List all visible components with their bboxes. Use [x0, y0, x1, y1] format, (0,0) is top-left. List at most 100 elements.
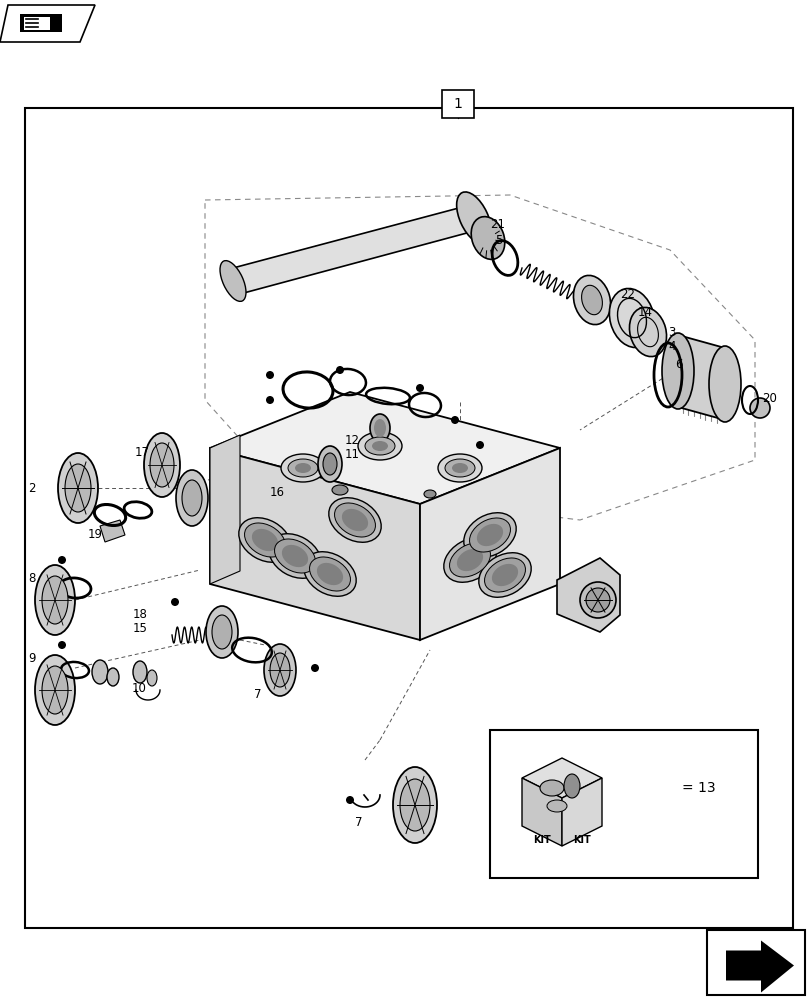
Ellipse shape	[370, 414, 389, 442]
Polygon shape	[100, 520, 125, 542]
Text: 9: 9	[28, 652, 36, 664]
Ellipse shape	[463, 513, 516, 557]
Bar	[441, 90, 474, 118]
Circle shape	[663, 783, 672, 793]
Ellipse shape	[491, 564, 517, 586]
Circle shape	[450, 416, 458, 424]
Polygon shape	[233, 205, 478, 294]
Ellipse shape	[608, 288, 654, 348]
Ellipse shape	[586, 588, 609, 612]
Ellipse shape	[182, 480, 202, 516]
Ellipse shape	[288, 459, 318, 477]
Circle shape	[311, 664, 319, 672]
Ellipse shape	[328, 498, 380, 542]
Text: 19: 19	[88, 528, 103, 542]
Ellipse shape	[470, 217, 504, 259]
Ellipse shape	[564, 774, 579, 798]
Ellipse shape	[144, 433, 180, 497]
Polygon shape	[210, 392, 560, 504]
Circle shape	[415, 384, 423, 392]
Text: 3: 3	[667, 326, 675, 340]
Text: 11: 11	[345, 448, 359, 460]
Ellipse shape	[573, 275, 610, 325]
Text: 16: 16	[270, 487, 285, 499]
Ellipse shape	[281, 545, 307, 567]
Ellipse shape	[58, 453, 98, 523]
Polygon shape	[210, 448, 419, 640]
Polygon shape	[561, 778, 601, 846]
Ellipse shape	[334, 503, 375, 537]
Ellipse shape	[318, 446, 341, 482]
Ellipse shape	[374, 419, 385, 437]
Ellipse shape	[629, 307, 666, 357]
Bar	[706, 930, 804, 995]
Ellipse shape	[456, 192, 491, 244]
Ellipse shape	[42, 666, 68, 714]
Ellipse shape	[400, 779, 430, 831]
Text: 8: 8	[28, 572, 36, 584]
Ellipse shape	[579, 582, 616, 618]
Ellipse shape	[294, 463, 311, 473]
Ellipse shape	[708, 346, 740, 422]
Circle shape	[336, 366, 344, 374]
Ellipse shape	[437, 454, 482, 482]
Ellipse shape	[206, 606, 238, 658]
Text: = 13: = 13	[681, 781, 714, 795]
Polygon shape	[210, 435, 240, 584]
Ellipse shape	[281, 454, 324, 482]
Circle shape	[58, 556, 66, 564]
Text: 1: 1	[453, 97, 462, 111]
Text: 20: 20	[761, 391, 776, 404]
Ellipse shape	[133, 661, 147, 683]
Text: 12: 12	[345, 434, 359, 446]
Text: 5: 5	[495, 233, 502, 246]
Ellipse shape	[457, 549, 483, 571]
Ellipse shape	[332, 485, 348, 495]
Text: 18: 18	[133, 607, 148, 620]
Ellipse shape	[176, 470, 208, 526]
Text: 17: 17	[135, 446, 150, 460]
Polygon shape	[725, 940, 793, 992]
Ellipse shape	[661, 333, 693, 409]
Ellipse shape	[323, 453, 337, 475]
Polygon shape	[521, 778, 561, 846]
Text: 2: 2	[28, 482, 36, 494]
Ellipse shape	[358, 432, 401, 460]
Ellipse shape	[393, 767, 436, 843]
Ellipse shape	[423, 490, 436, 498]
Ellipse shape	[478, 553, 530, 597]
Ellipse shape	[452, 463, 467, 473]
Ellipse shape	[316, 563, 343, 585]
Text: 7: 7	[354, 816, 362, 830]
Ellipse shape	[469, 518, 510, 552]
Ellipse shape	[365, 437, 394, 455]
Ellipse shape	[274, 539, 315, 573]
Ellipse shape	[539, 780, 564, 796]
Polygon shape	[419, 448, 560, 640]
Text: 4: 4	[667, 340, 675, 353]
Bar	[489, 730, 757, 878]
Text: KIT: KIT	[573, 835, 590, 845]
Ellipse shape	[547, 800, 566, 812]
Ellipse shape	[264, 644, 296, 696]
Text: 21: 21	[489, 218, 504, 231]
Ellipse shape	[244, 523, 285, 557]
Ellipse shape	[220, 261, 246, 301]
Circle shape	[266, 396, 273, 404]
Ellipse shape	[749, 398, 769, 418]
Polygon shape	[24, 17, 50, 30]
Ellipse shape	[309, 557, 350, 591]
Polygon shape	[677, 335, 724, 420]
Polygon shape	[0, 5, 95, 42]
Text: 22: 22	[620, 288, 634, 302]
Ellipse shape	[270, 653, 290, 687]
Ellipse shape	[581, 285, 602, 315]
Text: 10: 10	[132, 682, 147, 694]
Ellipse shape	[484, 558, 525, 592]
Ellipse shape	[444, 459, 474, 477]
Circle shape	[475, 441, 483, 449]
Ellipse shape	[251, 529, 278, 551]
Ellipse shape	[35, 565, 75, 635]
Text: KIT: KIT	[533, 835, 550, 845]
Ellipse shape	[476, 524, 503, 546]
